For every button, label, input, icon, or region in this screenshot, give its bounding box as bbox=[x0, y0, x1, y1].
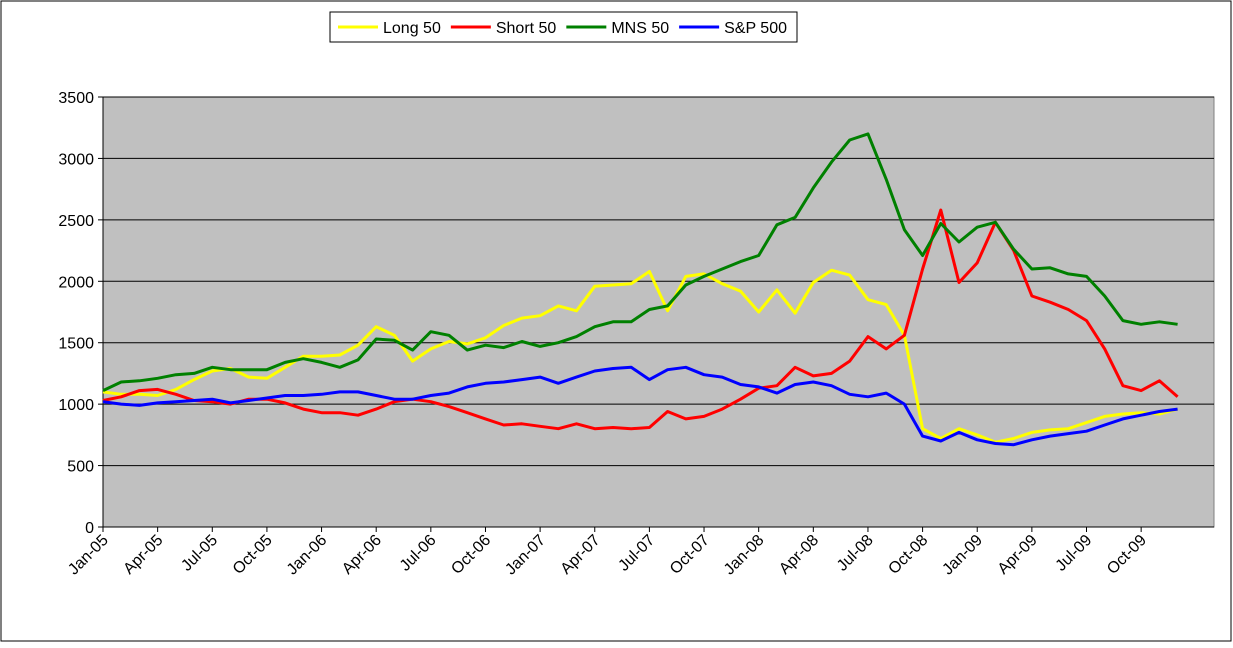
legend-label: MNS 50 bbox=[611, 20, 669, 37]
y-tick-label: 2000 bbox=[58, 274, 94, 291]
y-tick-label: 3500 bbox=[58, 90, 94, 107]
legend-label: Short 50 bbox=[496, 20, 557, 37]
y-tick-label: 3000 bbox=[58, 151, 94, 168]
y-tick-label: 2500 bbox=[58, 213, 94, 230]
y-tick-label: 1500 bbox=[58, 336, 94, 353]
legend-box bbox=[329, 11, 798, 43]
y-tick-label: 1000 bbox=[58, 397, 94, 414]
series-line bbox=[102, 268, 1178, 444]
series-line bbox=[102, 365, 1178, 447]
y-tick-label: 0 bbox=[85, 520, 94, 537]
legend: Long 50 Short 50 MNS 50 S&P 500 bbox=[329, 11, 798, 43]
legend-label: Long 50 bbox=[383, 20, 441, 37]
legend-label: S&P 500 bbox=[724, 20, 787, 37]
y-tick-label: 500 bbox=[67, 459, 94, 476]
plot-area bbox=[102, 96, 1215, 528]
series-line bbox=[102, 132, 1178, 392]
